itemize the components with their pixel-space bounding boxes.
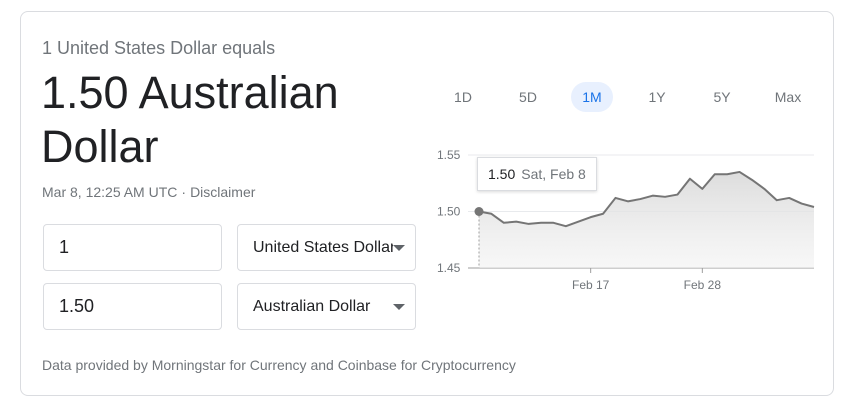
tooltip-date: Sat, Feb 8: [521, 166, 586, 182]
y-tick-label: 1.50: [437, 205, 461, 219]
to-amount-field[interactable]: [43, 283, 222, 330]
chart-tooltip: 1.50 Sat, Feb 8: [477, 157, 597, 191]
conversion-result: 1.50 Australian Dollar: [41, 67, 339, 172]
exchange-rate-chart[interactable]: 1.55 1.50 1.45 Feb 17 Feb 28: [430, 140, 822, 300]
timestamp: Mar 8, 12:25 AM UTC: [42, 184, 178, 200]
from-amount-input[interactable]: [44, 225, 221, 270]
x-tick-label: Feb 28: [684, 278, 722, 292]
hover-point: [474, 207, 484, 216]
y-tick-label: 1.45: [437, 261, 461, 275]
range-tabs: 1D 5D 1M 1Y 5Y Max: [430, 80, 822, 114]
from-amount-field[interactable]: [43, 224, 222, 271]
separator: ·: [181, 184, 187, 200]
tab-max[interactable]: Max: [774, 89, 802, 105]
timestamp-line: Mar 8, 12:25 AM UTC · Disclaimer: [42, 184, 255, 200]
dropdown-arrow-icon: [393, 245, 405, 251]
to-amount-input[interactable]: [44, 284, 221, 329]
tab-1d[interactable]: 1D: [454, 89, 472, 105]
tab-1m[interactable]: 1M: [571, 82, 613, 112]
tab-1y[interactable]: 1Y: [648, 89, 666, 105]
x-tick-label: Feb 17: [572, 278, 610, 292]
to-currency-select[interactable]: Australian Dollar: [237, 283, 416, 330]
from-currency-value: United States Dollar: [253, 238, 393, 256]
series-line: [478, 170, 815, 228]
tab-5y[interactable]: 5Y: [713, 89, 731, 105]
tab-5d[interactable]: 5D: [519, 89, 537, 105]
data-source-note: Data provided by Morningstar for Currenc…: [42, 357, 516, 373]
tooltip-value: 1.50: [488, 166, 516, 182]
to-currency-value: Australian Dollar: [253, 297, 371, 315]
y-tick-label: 1.55: [437, 148, 461, 162]
disclaimer-link[interactable]: Disclaimer: [190, 184, 256, 200]
dropdown-arrow-icon: [393, 304, 405, 310]
equals-label: 1 United States Dollar equals: [42, 38, 276, 58]
from-currency-select[interactable]: United States Dollar: [237, 224, 416, 271]
series-area: [479, 171, 814, 268]
